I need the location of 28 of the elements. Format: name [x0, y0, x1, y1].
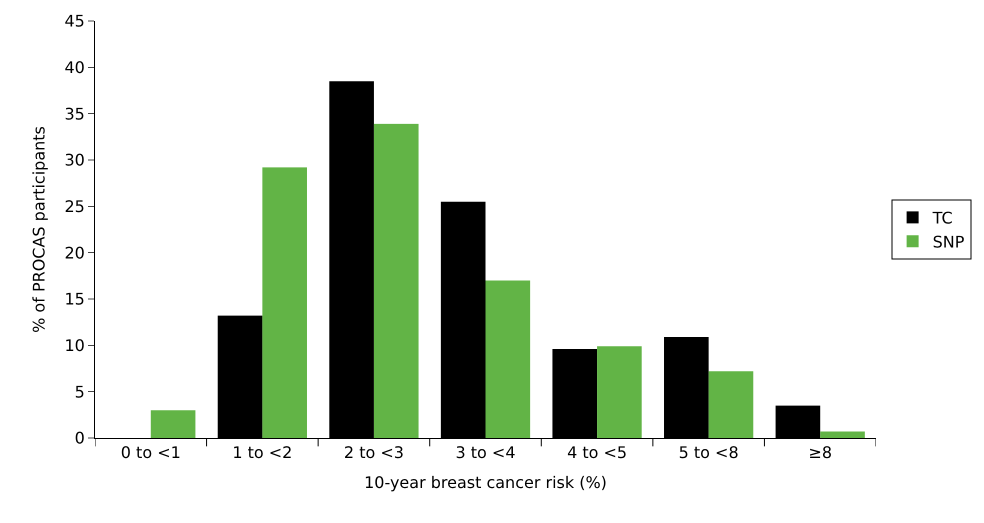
x-tick-label: 0 to <1 [120, 443, 181, 462]
y-tick-label: 25 [64, 196, 85, 216]
y-tick-label: 35 [64, 104, 85, 124]
legend-label: SNP [932, 232, 965, 252]
bar [374, 124, 419, 438]
y-tick-label: 5 [74, 382, 85, 402]
x-axis-title: 10-year breast cancer risk (%) [364, 472, 607, 492]
y-tick-label: 20 [64, 243, 85, 262]
y-tick-label: 0 [74, 428, 85, 448]
bar [708, 371, 754, 438]
y-tick-label: 15 [64, 290, 85, 309]
x-tick-label: 5 to <8 [678, 443, 739, 462]
y-axis-title: % of PROCAS participants [29, 126, 48, 333]
x-tick-label: 4 to <5 [567, 443, 628, 462]
bar [486, 280, 530, 438]
x-tick-label: ≥8 [808, 443, 832, 462]
y-tick-label: 10 [64, 336, 85, 355]
legend-label: TC [932, 208, 953, 228]
bar [150, 410, 196, 438]
x-tick-label: 2 to <3 [344, 443, 404, 462]
bar [597, 346, 642, 438]
x-tick-label: 3 to <4 [456, 443, 516, 462]
y-tick-label: 45 [64, 12, 85, 31]
y-tick-label: 40 [64, 58, 85, 77]
y-tick-label: 30 [64, 150, 85, 170]
x-tick-label: 1 to <2 [232, 443, 292, 462]
bar [820, 432, 865, 438]
bar [262, 167, 307, 438]
